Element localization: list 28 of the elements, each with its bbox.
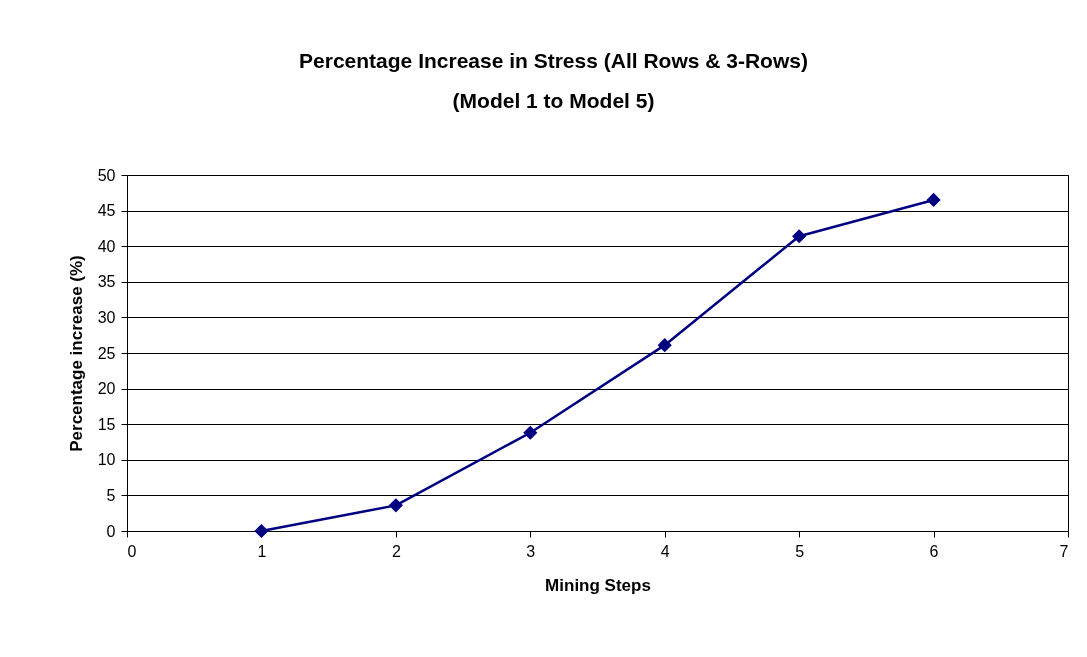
- y-tick-label: 20: [97, 380, 116, 398]
- y-tick-label: 25: [97, 344, 116, 362]
- y-tick-label: 30: [97, 308, 116, 326]
- y-tick-label: 5: [106, 486, 116, 504]
- chart-title: Percentage Increase in Stress (All Rows & 3-Rows) (Model 1 to Model 5): [299, 49, 808, 112]
- y-tick-label: 0: [106, 522, 116, 540]
- point: [926, 192, 941, 207]
- y-tick-label: 10: [97, 451, 116, 469]
- x-tick-label: 5: [795, 542, 805, 560]
- y-tick-label: 40: [97, 237, 116, 255]
- x-tick-label: 6: [929, 542, 939, 560]
- y-tick-label: 35: [97, 273, 116, 291]
- x-tick-label: 0: [127, 542, 137, 560]
- x-tick-label: 3: [526, 542, 536, 560]
- x-tick-label: 2: [391, 542, 401, 560]
- y-axis-title: Percentage increase (%): [66, 255, 86, 452]
- x-tick-label: 4: [660, 542, 670, 560]
- x-tick-label: 1: [257, 542, 267, 560]
- point: [254, 523, 269, 539]
- point: [523, 425, 538, 440]
- y-tick-label: 50: [97, 166, 116, 184]
- point: [792, 229, 807, 244]
- point: [388, 498, 403, 513]
- x-axis-title: Mining Steps: [545, 575, 651, 595]
- x-tick-label: 7: [1059, 542, 1069, 560]
- y-tick-label: 45: [97, 202, 116, 220]
- point: [657, 338, 672, 353]
- y-tick-label: 15: [97, 415, 116, 433]
